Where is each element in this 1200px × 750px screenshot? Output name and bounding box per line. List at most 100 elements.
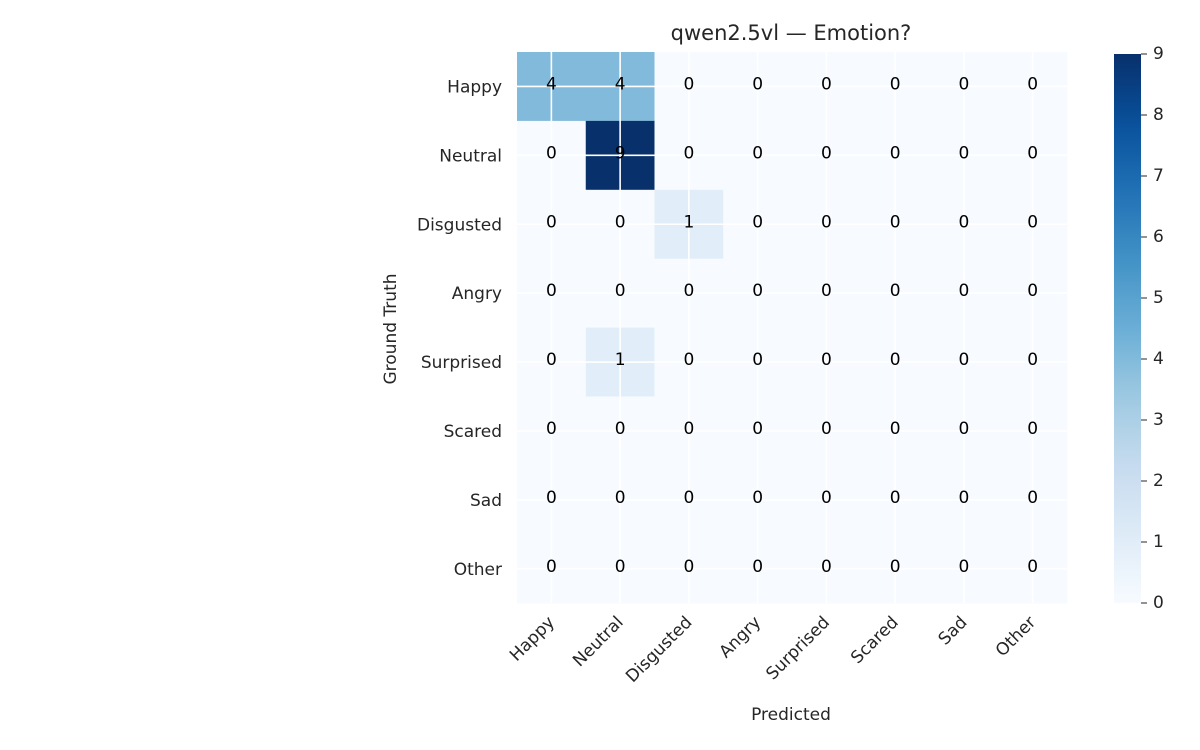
colorbar-tick-label: 7 [1153,166,1164,186]
gridlines [517,52,1067,604]
cell-value-label: 0 [890,74,901,94]
cell-value-label: 0 [683,350,694,370]
cell-value-label: 0 [683,557,694,577]
cell-value-label: 0 [546,281,557,301]
colorbar-tick-label: 0 [1153,593,1164,613]
cell-value-label: 0 [752,557,763,577]
cell-value-label: 0 [752,212,763,232]
cell-value-label: 0 [615,212,626,232]
cell-value-label: 0 [683,419,694,439]
y-tick-labels: Happy Neutral Disgusted Angry Surprised Scare… [417,77,502,579]
cell-value-label: 0 [821,143,832,163]
x-tick-label: Happy [506,613,559,666]
cell-value-label: 1 [683,212,694,232]
cell-value-label: 0 [683,74,694,94]
cell-value-label: 0 [752,281,763,301]
y-tick-label: Scared [444,422,502,442]
chart-title: qwen2.5vl — Emotion? [671,21,912,45]
cell-value-label: 0 [615,419,626,439]
cell-value-label: 0 [1027,488,1038,508]
cell-value-label: 4 [615,74,626,94]
cell-value-label: 0 [821,74,832,94]
cell-value-label: 0 [546,557,557,577]
cell-value-label: 0 [958,212,969,232]
cell-value-label: 0 [683,143,694,163]
cell-value-label: 1 [615,350,626,370]
x-axis-label: Predicted [751,705,831,725]
colorbar-tick-label: 8 [1153,105,1164,125]
colorbar [1114,54,1141,603]
cell-value-label: 0 [958,143,969,163]
x-tick-label: Surprised [762,613,834,685]
y-tick-label: Angry [452,284,502,304]
cell-value-label: 0 [890,488,901,508]
y-tick-label: Other [454,560,502,580]
x-tick-label: Sad [935,613,972,650]
x-tick-label: Neutral [569,613,628,672]
colorbar-tick-label: 5 [1153,288,1164,308]
colorbar-tick-label: 9 [1153,44,1164,64]
cell-value-label: 0 [821,419,832,439]
y-tick-label: Happy [447,77,502,97]
cell-value-label: 0 [890,419,901,439]
cell-value-label: 0 [546,143,557,163]
cell-value-label: 0 [1027,281,1038,301]
cell-value-labels: 4 4 0 0 0 0 0 0 0 9 0 0 0 0 0 0 0 0 1 0 0 0 0 0 0 0 0 0 0 0 0 0 0 1 0 0 0 0 0 0… [546,74,1038,576]
cell-value-label: 0 [821,212,832,232]
cell-value-label: 0 [752,350,763,370]
cell-value-label: 0 [958,488,969,508]
cell-value-label: 0 [958,74,969,94]
y-axis-label: Ground Truth [381,273,401,384]
cell-value-label: 0 [615,281,626,301]
colorbar-tick-label: 1 [1153,532,1164,552]
cell-value-label: 0 [546,212,557,232]
y-tick-label: Disgusted [417,215,502,235]
colorbar-ticks: 0 1 2 3 4 5 6 7 8 9 [1141,44,1164,613]
cell-value-label: 0 [821,350,832,370]
cell-value-label: 4 [546,74,557,94]
y-tick-label: Neutral [439,146,502,166]
cell-value-label: 0 [546,350,557,370]
cell-value-label: 0 [752,419,763,439]
cell-value-label: 0 [1027,212,1038,232]
heatmap-cells [517,52,1068,604]
x-tick-label: Disgusted [622,613,696,687]
cell-value-label: 0 [683,488,694,508]
cell-value-label: 0 [615,557,626,577]
cell-value-label: 0 [890,281,901,301]
y-tick-label: Sad [470,491,502,511]
x-tick-label: Angry [715,613,765,663]
cell-value-label: 0 [821,557,832,577]
cell-value-label: 0 [1027,74,1038,94]
cell-value-label: 0 [890,212,901,232]
cell-value-label: 0 [821,488,832,508]
colorbar-tick-label: 3 [1153,410,1164,430]
cell-value-label: 0 [958,281,969,301]
colorbar-tick-label: 6 [1153,227,1164,247]
cell-value-label: 0 [752,74,763,94]
cell-value-label: 0 [958,350,969,370]
cell-value-label: 0 [1027,419,1038,439]
cell-value-label: 0 [1027,557,1038,577]
cell-value-label: 0 [821,281,832,301]
cell-value-label: 0 [546,488,557,508]
cell-value-label: 0 [958,557,969,577]
cell-value-label: 0 [890,350,901,370]
cell-value-label: 0 [683,281,694,301]
cell-value-label: 0 [890,143,901,163]
colorbar-tick-label: 2 [1153,471,1164,491]
cell-value-label: 0 [546,419,557,439]
x-tick-label: Scared [847,613,902,668]
x-tick-label: Other [992,613,1040,661]
cell-value-label: 0 [958,419,969,439]
cell-value-label: 0 [1027,350,1038,370]
y-tick-label: Surprised [421,353,502,373]
cell-value-label: 0 [1027,143,1038,163]
cell-value-label: 0 [890,557,901,577]
cell-value-label: 0 [752,143,763,163]
colorbar-tick-label: 4 [1153,349,1164,369]
cell-value-label: 9 [615,143,626,163]
cell-value-label: 0 [615,488,626,508]
